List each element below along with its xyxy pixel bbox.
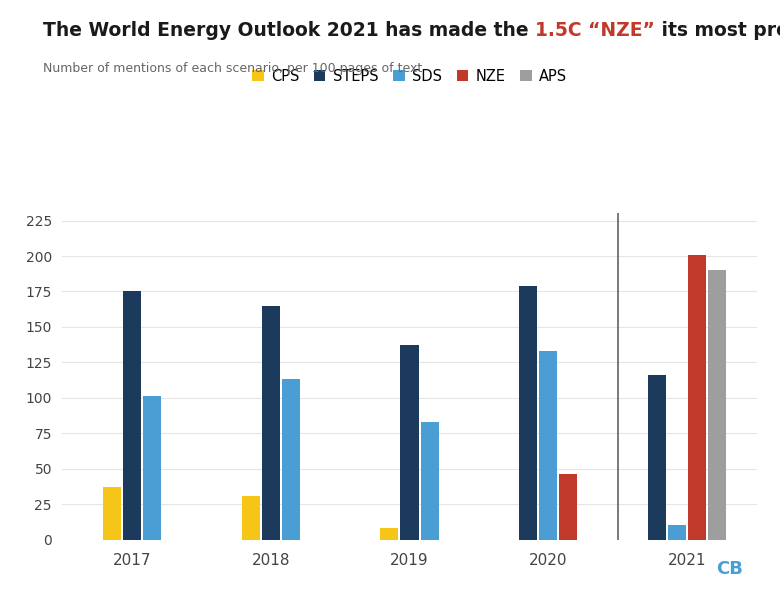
Bar bbox=[242, 496, 260, 540]
Legend: CPS, STEPS, SDS, NZE, APS: CPS, STEPS, SDS, NZE, APS bbox=[247, 64, 572, 88]
Text: Number of mentions of each scenario, per 100 pages of text: Number of mentions of each scenario, per… bbox=[43, 62, 422, 75]
Bar bbox=[400, 345, 419, 540]
Bar bbox=[668, 525, 686, 540]
Bar bbox=[519, 286, 537, 540]
Bar bbox=[381, 528, 399, 540]
Bar bbox=[688, 254, 706, 540]
Bar bbox=[708, 270, 726, 540]
Bar bbox=[143, 396, 161, 540]
Bar bbox=[648, 375, 666, 540]
Text: its most prominent scenario: its most prominent scenario bbox=[654, 21, 780, 40]
Text: The World Energy Outlook 2021 has made the: The World Energy Outlook 2021 has made t… bbox=[43, 21, 535, 40]
Bar bbox=[122, 292, 141, 540]
Text: 1.5C “NZE”: 1.5C “NZE” bbox=[535, 21, 654, 40]
Text: CB: CB bbox=[716, 560, 743, 578]
Bar bbox=[420, 422, 438, 540]
Bar bbox=[539, 351, 558, 540]
Bar bbox=[559, 474, 577, 540]
Bar bbox=[261, 305, 280, 540]
Bar bbox=[282, 380, 300, 540]
Bar bbox=[103, 487, 121, 540]
